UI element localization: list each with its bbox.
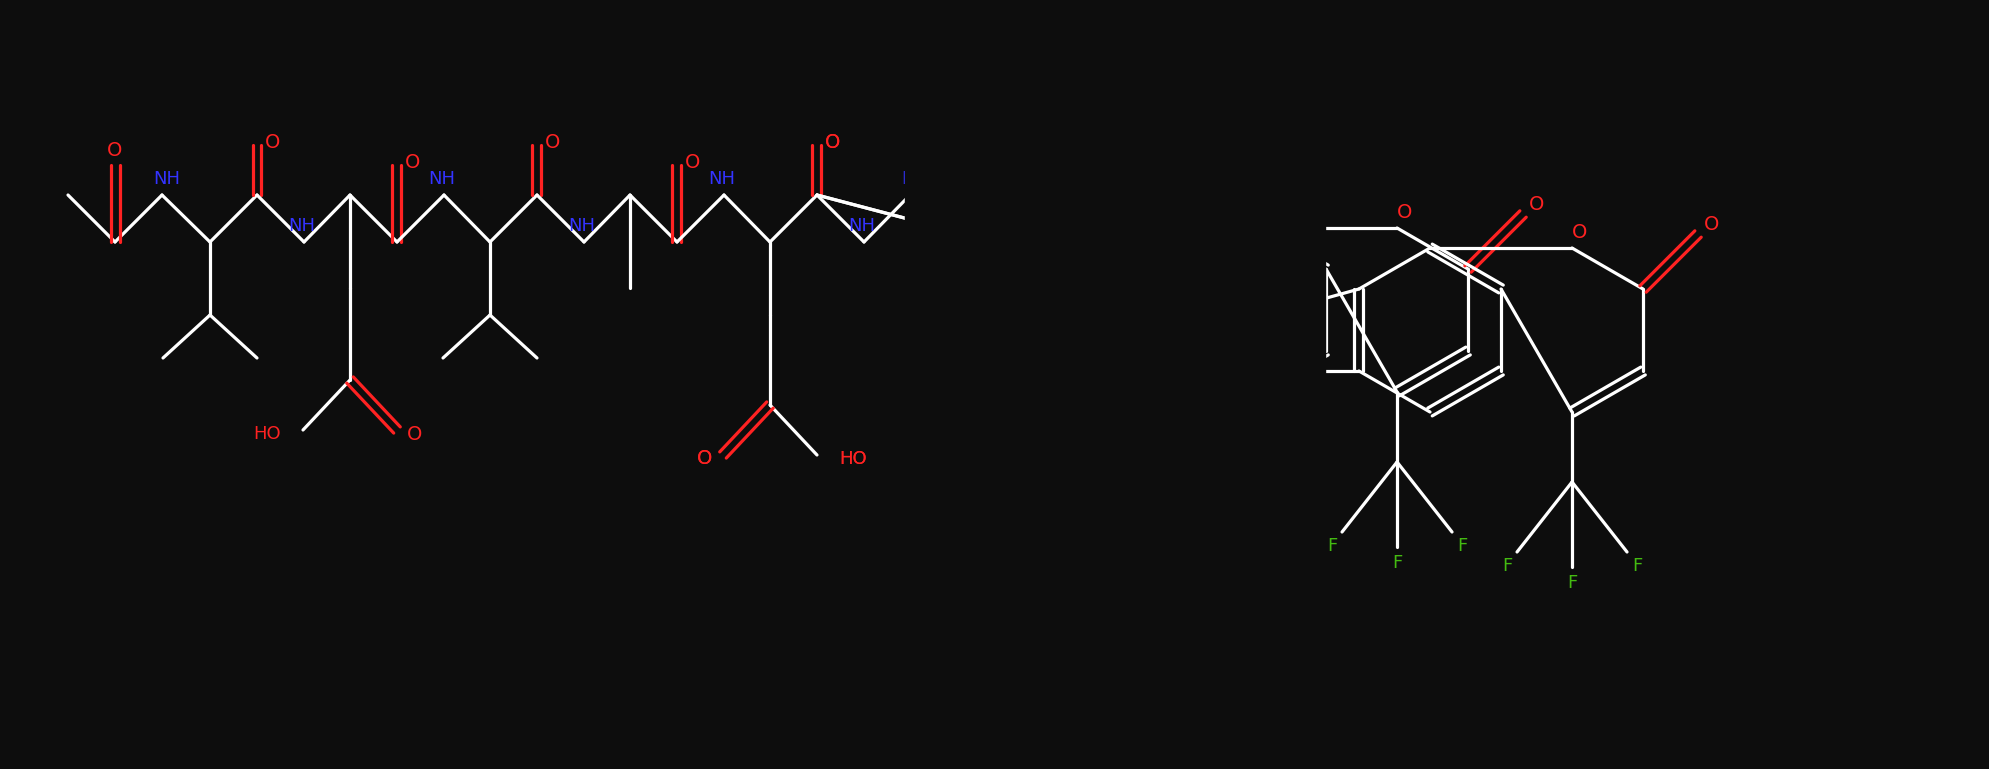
Text: O: O (825, 132, 841, 151)
Text: NH: NH (153, 170, 181, 188)
Text: HO: HO (839, 450, 867, 468)
Text: O: O (265, 132, 280, 151)
Text: HO: HO (253, 425, 280, 443)
Text: O: O (545, 132, 561, 151)
Text: HN: HN (1251, 289, 1277, 307)
Text: HO: HO (839, 450, 867, 468)
Text: O: O (1705, 215, 1720, 234)
Text: NH: NH (569, 217, 595, 235)
Text: O: O (1398, 202, 1412, 221)
Text: NH: NH (849, 217, 875, 235)
Text: O: O (408, 424, 424, 444)
Text: HN: HN (1251, 289, 1277, 307)
Text: HN: HN (901, 170, 929, 188)
Bar (905, 150, 1325, 580)
Text: O: O (107, 141, 123, 161)
Text: O: O (825, 132, 841, 151)
Text: NH: NH (288, 217, 316, 235)
Text: O: O (1530, 195, 1545, 214)
Text: F: F (1456, 537, 1468, 555)
Text: O: O (698, 450, 712, 468)
Text: O: O (686, 152, 700, 171)
Text: NH: NH (428, 170, 455, 188)
Text: NH: NH (708, 170, 736, 188)
Text: O: O (406, 152, 422, 171)
Text: HN: HN (1088, 340, 1116, 358)
Text: F: F (1631, 557, 1643, 575)
Text: HN: HN (1261, 360, 1289, 378)
Text: F: F (1327, 537, 1337, 555)
Text: F: F (1392, 554, 1402, 572)
Text: O: O (698, 450, 712, 468)
Text: F: F (1567, 574, 1577, 592)
Text: O: O (1573, 222, 1587, 241)
Text: F: F (1502, 557, 1512, 575)
